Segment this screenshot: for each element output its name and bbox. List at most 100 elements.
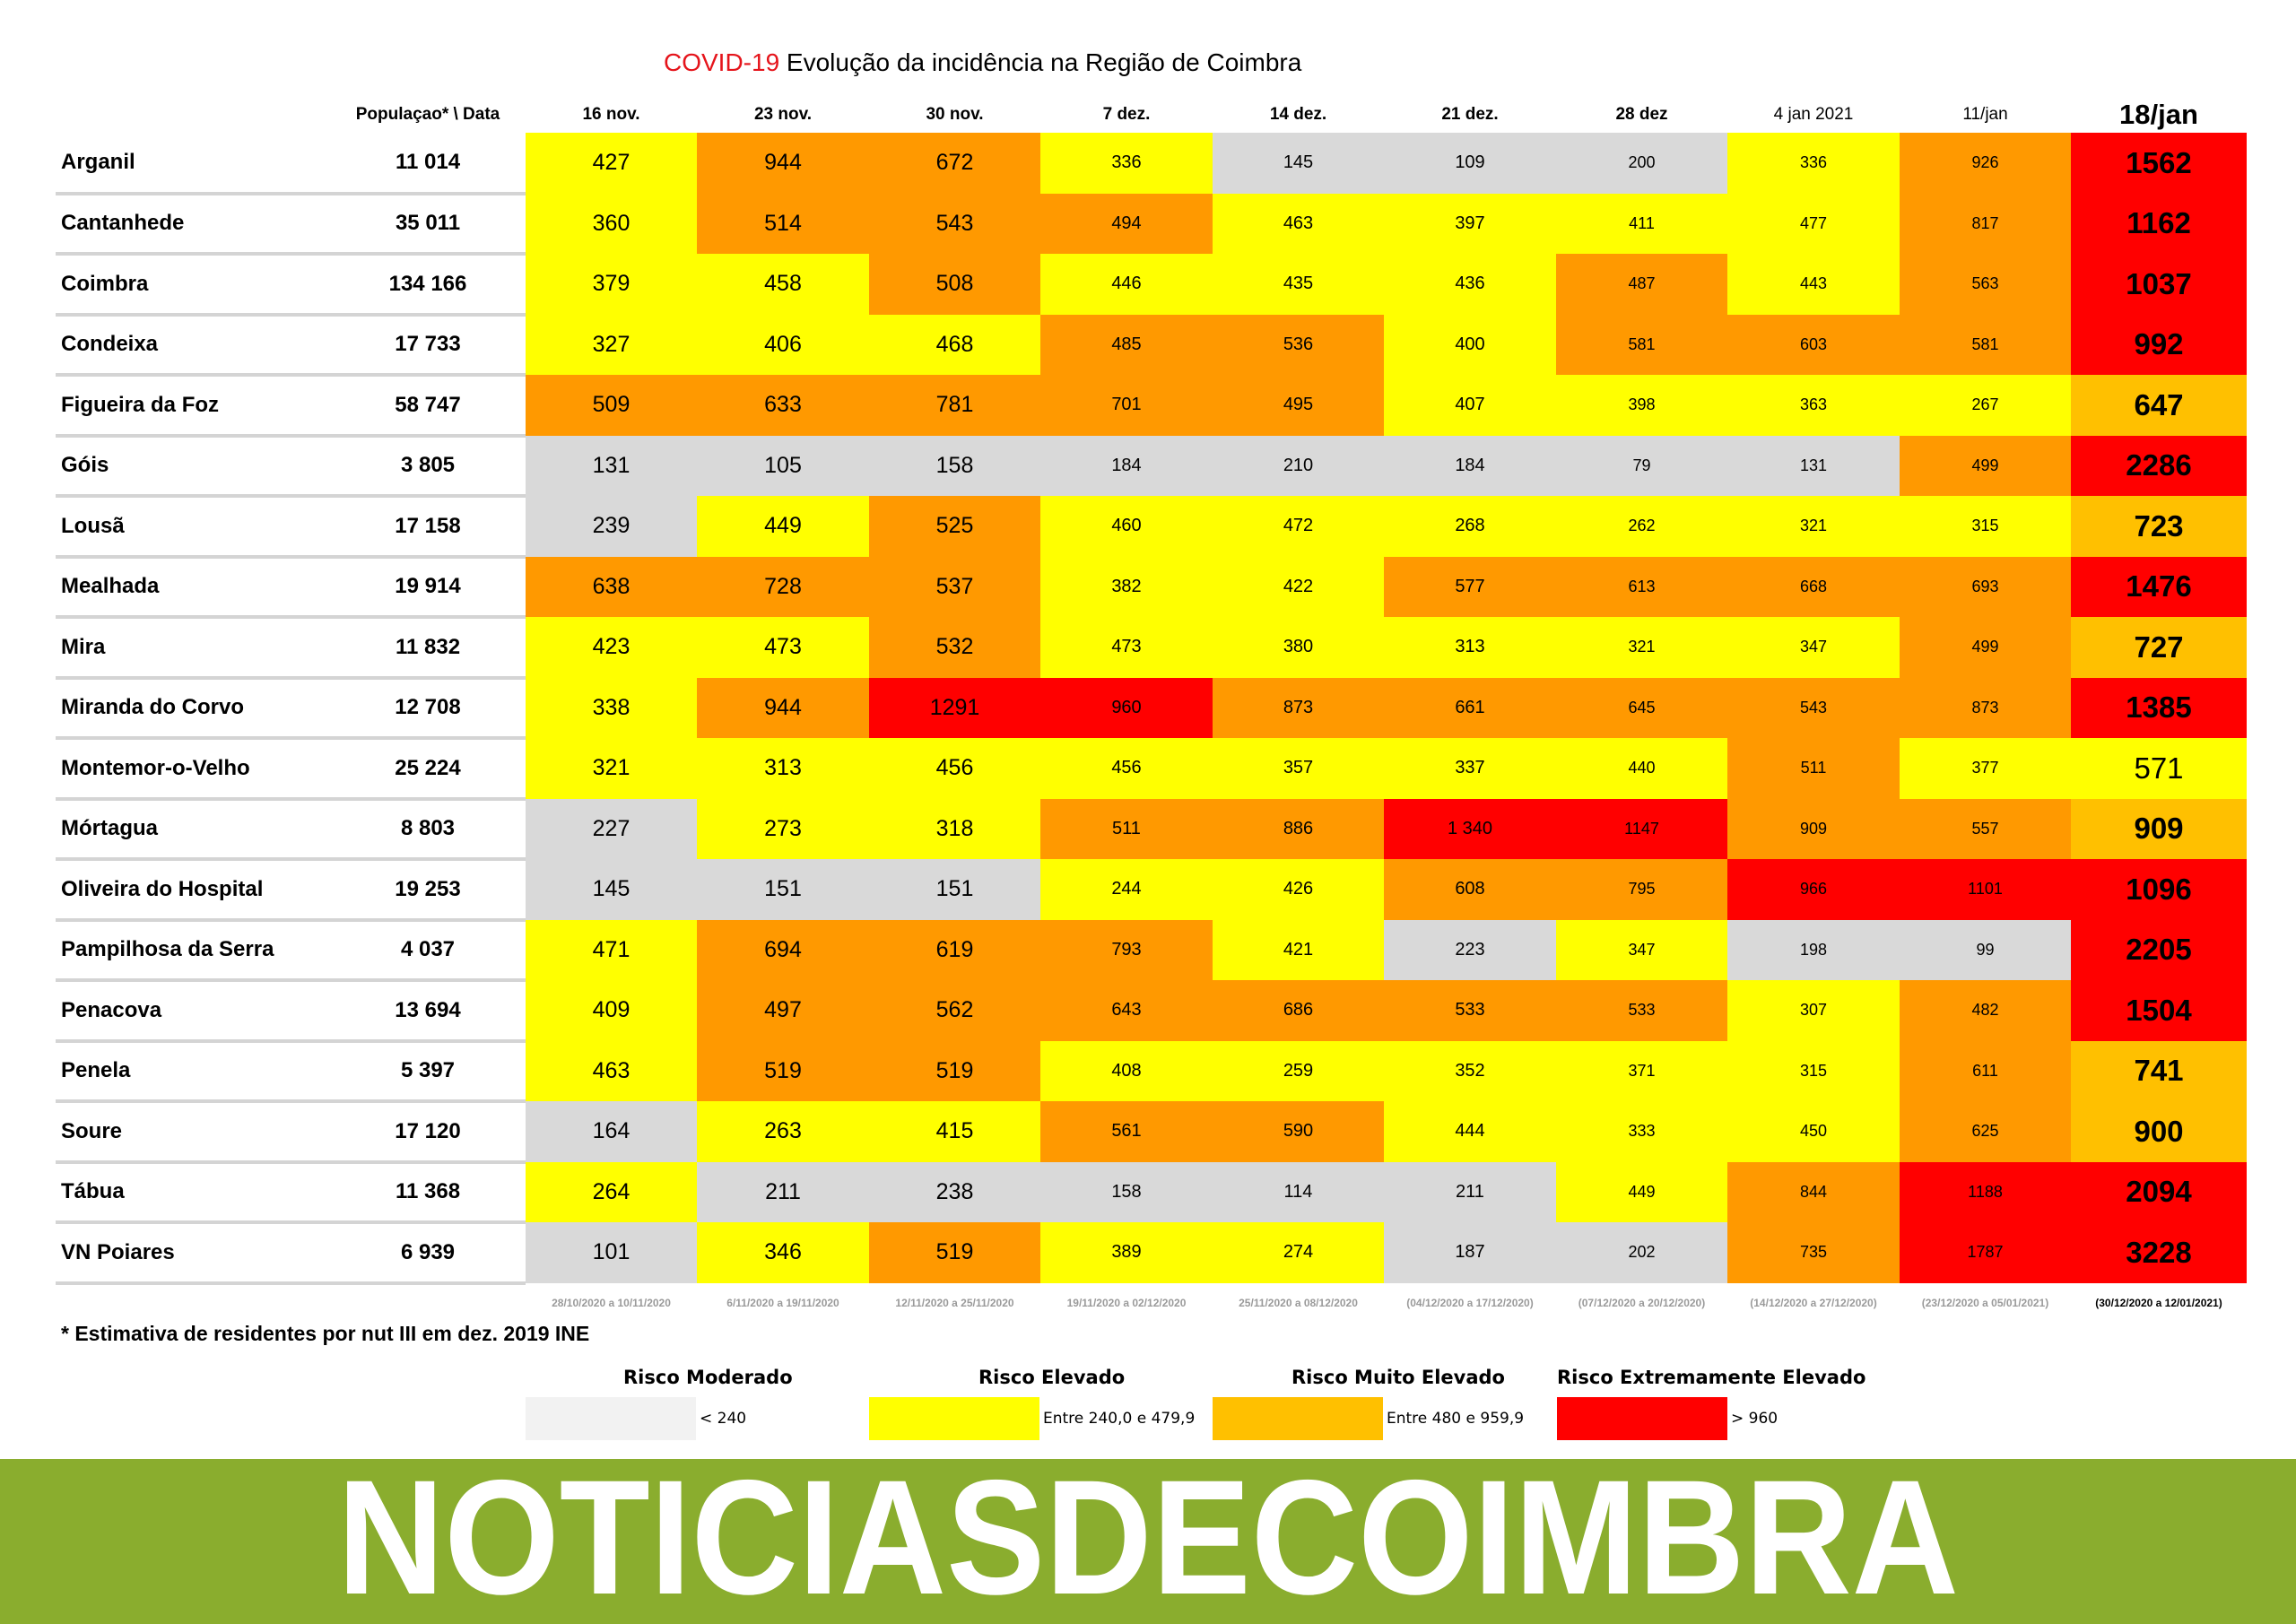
incidence-cell: 380 — [1213, 617, 1384, 678]
incidence-cell: 1101 — [1900, 859, 2071, 920]
brand-logo: NOTICIASDECOIMBRA — [337, 1459, 1959, 1624]
incidence-cell: 259 — [1213, 1040, 1384, 1101]
page-title: COVID-19 Evolução da incidência na Regiã… — [664, 48, 1301, 77]
incidence-cell: 200 — [1556, 133, 1727, 194]
incidence-cell: 227 — [526, 798, 697, 859]
population-value: 4 037 — [330, 919, 526, 982]
incidence-cell: 109 — [1384, 133, 1556, 194]
incidence-cell: 409 — [526, 980, 697, 1041]
incidence-cell: 519 — [697, 1040, 869, 1101]
incidence-cell: 184 — [1040, 435, 1213, 496]
incidence-cell-current: 909 — [2071, 798, 2247, 859]
period-spacer — [56, 1283, 330, 1323]
table-row: Montemor-o-Velho 25 224 321 313 456 456 357 337… — [56, 738, 2247, 801]
legend-title: Risco Elevado — [978, 1367, 1126, 1388]
legend-swatch — [1557, 1397, 1727, 1440]
population-value: 11 014 — [330, 133, 526, 195]
incidence-cell: 886 — [1213, 798, 1384, 859]
incidence-cell: 158 — [869, 435, 1040, 496]
incidence-cell: 408 — [1040, 1040, 1213, 1101]
incidence-cell: 511 — [1727, 738, 1900, 799]
incidence-cell: 668 — [1727, 556, 1900, 617]
incidence-cell: 966 — [1727, 859, 1900, 920]
incidence-cell: 781 — [869, 375, 1040, 436]
incidence-cell: 360 — [526, 193, 697, 254]
incidence-cell: 463 — [526, 1040, 697, 1101]
municipality-name: Figueira da Foz — [56, 375, 330, 438]
incidence-cell-current: 1476 — [2071, 556, 2247, 617]
period-label: (14/12/2020 a 27/12/2020) — [1750, 1296, 1877, 1309]
incidence-cell: 473 — [1040, 617, 1213, 678]
incidence-cell: 347 — [1556, 919, 1727, 980]
incidence-cell: 817 — [1900, 193, 2071, 254]
incidence-cell: 514 — [697, 193, 869, 254]
incidence-cell: 337 — [1384, 738, 1556, 799]
incidence-cell: 415 — [869, 1101, 1040, 1162]
population-value: 25 224 — [330, 738, 526, 801]
municipality-name: Coimbra — [56, 254, 330, 317]
incidence-cell: 346 — [697, 1222, 869, 1283]
incidence-cell: 509 — [526, 375, 697, 436]
municipality-name: Miranda do Corvo — [56, 677, 330, 740]
period-label: (30/12/2020 a 12/01/2021) — [2095, 1296, 2222, 1309]
incidence-cell: 1787 — [1900, 1222, 2071, 1283]
incidence-cell: 145 — [1213, 133, 1384, 194]
incidence-cell: 238 — [869, 1161, 1040, 1222]
incidence-cell: 608 — [1384, 859, 1556, 920]
table-row: Arganil 11 014 427 944 672 336 145 109 200 336 926… — [56, 133, 2247, 195]
incidence-cell: 131 — [1727, 435, 1900, 496]
incidence-cell: 336 — [1727, 133, 1900, 194]
incidence-cell-current: 1096 — [2071, 859, 2247, 920]
incidence-cell-current: 1037 — [2071, 254, 2247, 315]
incidence-cell: 458 — [697, 254, 869, 315]
municipality-name: Oliveira do Hospital — [56, 859, 330, 922]
incidence-cell: 223 — [1384, 919, 1556, 980]
incidence-cell: 327 — [526, 314, 697, 375]
incidence-cell: 926 — [1900, 133, 2071, 194]
incidence-cell: 321 — [526, 738, 697, 799]
header-date: 30 nov. — [869, 97, 1040, 133]
legend-swatch — [1213, 1397, 1383, 1440]
header-date: 21 dez. — [1384, 97, 1556, 133]
incidence-cell: 536 — [1213, 314, 1384, 375]
period-label: (23/12/2020 a 05/01/2021) — [1921, 1296, 2049, 1309]
incidence-cell: 562 — [869, 980, 1040, 1041]
period-spacer — [330, 1283, 526, 1323]
incidence-cell: 398 — [1556, 375, 1727, 436]
incidence-cell: 561 — [1040, 1101, 1213, 1162]
table-row: Góis 3 805 131 105 158 184 210 184 79 131 499 2286 — [56, 435, 2247, 498]
incidence-cell: 619 — [869, 919, 1040, 980]
incidence-cell: 318 — [869, 798, 1040, 859]
population-value: 19 914 — [330, 556, 526, 619]
incidence-cell-current: 647 — [2071, 375, 2247, 436]
municipality-name: Condeixa — [56, 314, 330, 377]
legend-swatch — [869, 1397, 1039, 1440]
header-date-current: 18/jan — [2071, 97, 2247, 133]
incidence-cell: 450 — [1727, 1101, 1900, 1162]
header-date: 7 dez. — [1040, 97, 1213, 133]
incidence-cell: 532 — [869, 617, 1040, 678]
incidence-cell: 590 — [1213, 1101, 1384, 1162]
incidence-cell: 625 — [1900, 1101, 2071, 1162]
incidence-cell: 456 — [1040, 738, 1213, 799]
incidence-cell-current: 2286 — [2071, 435, 2247, 496]
incidence-cell: 563 — [1900, 254, 2071, 315]
incidence-cell: 421 — [1213, 919, 1384, 980]
incidence-cell: 397 — [1384, 193, 1556, 254]
incidence-cell: 158 — [1040, 1161, 1213, 1222]
incidence-cell: 406 — [697, 314, 869, 375]
incidence-cell: 379 — [526, 254, 697, 315]
incidence-cell: 603 — [1727, 314, 1900, 375]
incidence-cell: 444 — [1384, 1101, 1556, 1162]
table-row: Tábua 11 368 264 211 238 158 114 211 449 844 1188 2… — [56, 1161, 2247, 1224]
incidence-cell: 210 — [1213, 435, 1384, 496]
incidence-cell: 577 — [1384, 556, 1556, 617]
population-value: 134 166 — [330, 254, 526, 317]
incidence-cell: 468 — [869, 314, 1040, 375]
incidence-cell: 435 — [1213, 254, 1384, 315]
table-row: Penela 5 397 463 519 519 408 259 352 371 315 611 74… — [56, 1040, 2247, 1103]
incidence-cell: 164 — [526, 1101, 697, 1162]
incidence-cell: 239 — [526, 496, 697, 557]
incidence-cell: 313 — [1384, 617, 1556, 678]
municipality-name: Soure — [56, 1101, 330, 1164]
